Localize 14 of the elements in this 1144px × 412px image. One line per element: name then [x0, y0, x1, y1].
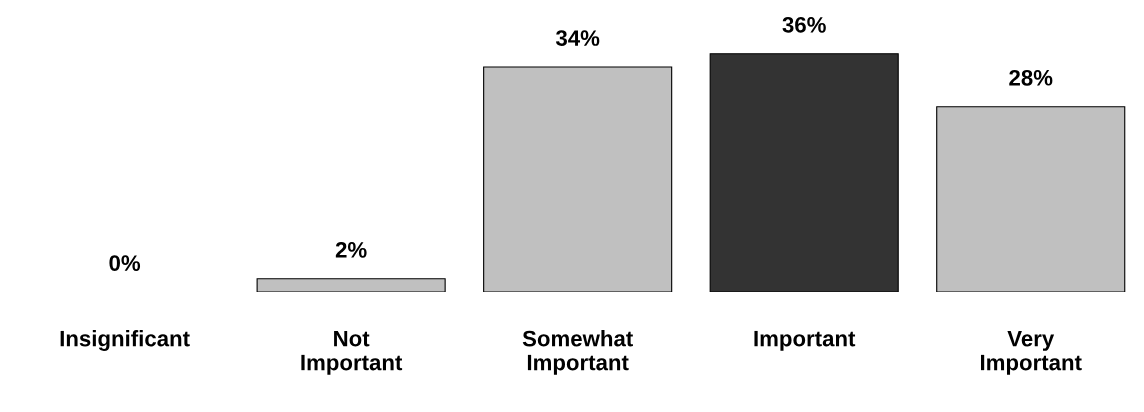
x-tick-label: Not Important	[301, 330, 403, 375]
bar	[256, 278, 446, 292]
data-label: 2%	[335, 241, 367, 258]
x-tick-label: Insignificant	[60, 330, 190, 351]
x-tick-label: Important	[754, 330, 856, 351]
data-label: 34%	[555, 30, 600, 46]
bar	[483, 66, 673, 292]
data-label: 36%	[782, 16, 826, 33]
x-tick-label: Somewhat Important	[522, 330, 633, 375]
data-label: 28%	[1009, 69, 1053, 86]
data-label: 0%	[109, 255, 141, 271]
bar	[936, 106, 1126, 292]
bar	[709, 53, 899, 292]
x-tick-label: Very Important	[980, 330, 1082, 375]
